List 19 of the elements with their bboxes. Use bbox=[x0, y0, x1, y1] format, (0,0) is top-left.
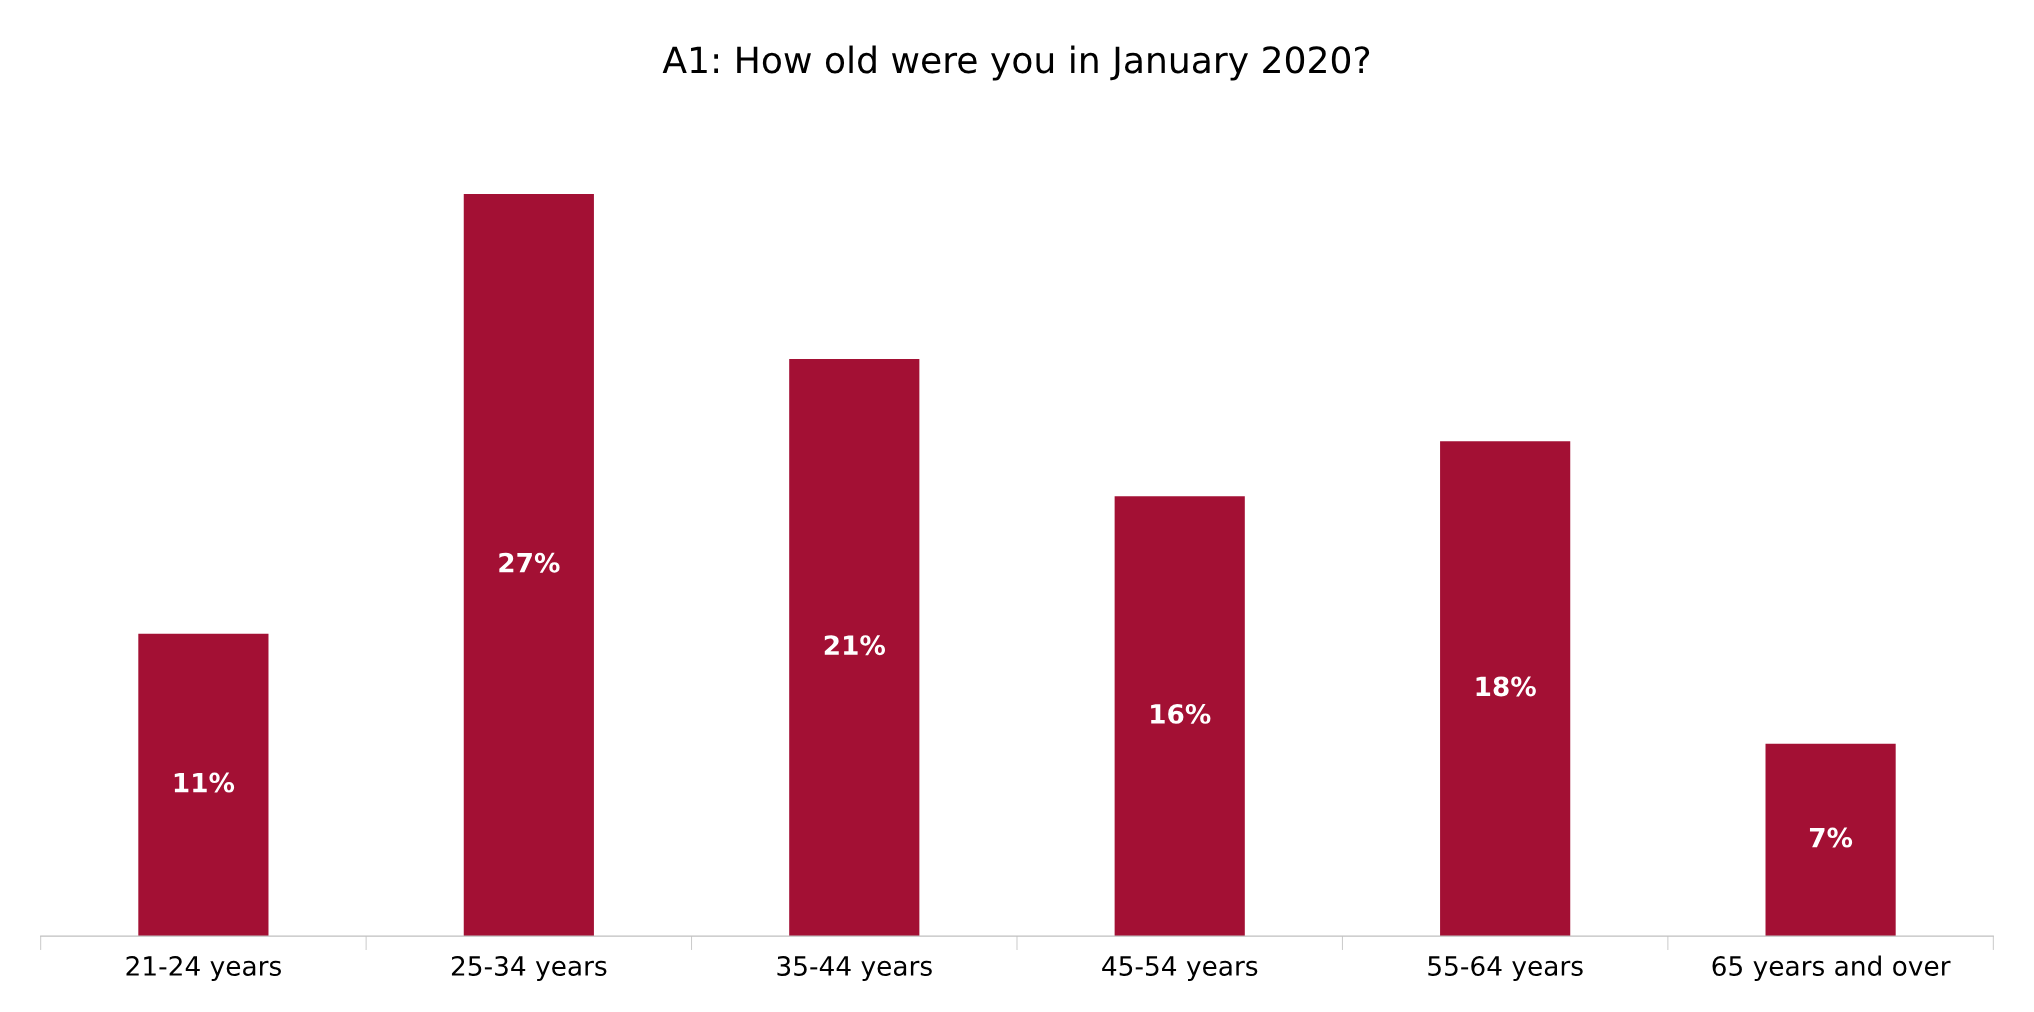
data-label: 7% bbox=[1809, 827, 1853, 848]
bar bbox=[463, 193, 594, 937]
chart-title: A1: How old were you in January 2020? bbox=[662, 45, 1370, 81]
data-label: 16% bbox=[1151, 703, 1211, 724]
bar bbox=[789, 358, 920, 937]
x-tick-label: 21-24 years bbox=[126, 956, 281, 982]
x-tick-label: 25-34 years bbox=[451, 956, 607, 982]
x-tick-label: 35-44 years bbox=[777, 956, 932, 982]
x-tick-label: 65 years and over bbox=[1712, 955, 1951, 982]
bar bbox=[1765, 743, 1896, 937]
data-label: 21% bbox=[824, 635, 886, 656]
x-tick-label: 55-64 years bbox=[1428, 956, 1583, 982]
bar bbox=[138, 633, 269, 937]
data-label: 18% bbox=[1476, 676, 1536, 697]
bar bbox=[1114, 496, 1245, 937]
bar bbox=[1440, 441, 1571, 937]
x-tick-label: 45-54 years bbox=[1102, 956, 1258, 982]
data-label: 11% bbox=[174, 772, 235, 793]
data-label: 27% bbox=[499, 552, 560, 573]
